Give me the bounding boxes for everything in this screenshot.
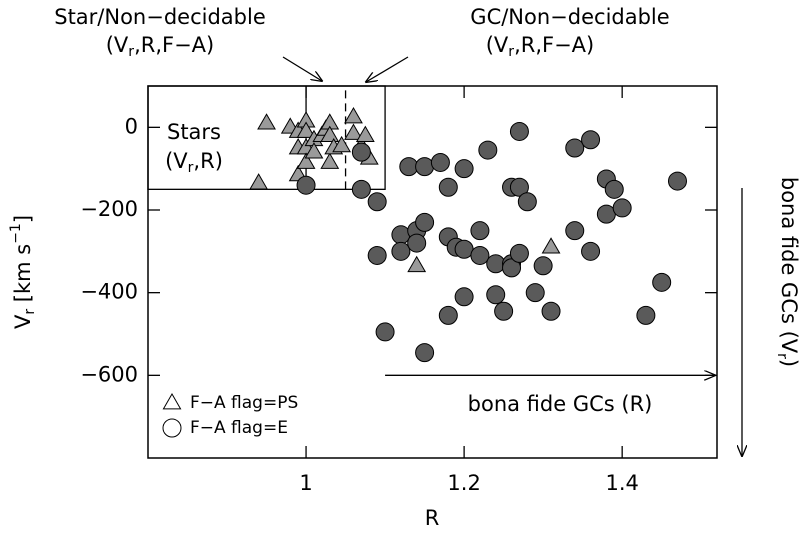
x-tick-label: 1.4 (605, 471, 638, 495)
point (296, 175, 316, 195)
legend-label: F−A flag=E (190, 418, 288, 438)
annotation: bona fide GCs (Vr) (774, 177, 801, 367)
x-tick-label: 1 (299, 471, 312, 495)
point (509, 177, 529, 197)
y-axis-label-part: −1 (8, 223, 24, 244)
point (332, 135, 352, 153)
point (525, 283, 545, 303)
annotation-part: (V (486, 33, 509, 57)
point (509, 121, 529, 141)
plot-frame (147, 85, 718, 459)
point (355, 125, 375, 142)
point (454, 287, 474, 307)
point (438, 305, 458, 325)
point (249, 173, 269, 190)
point (391, 241, 411, 261)
point (367, 245, 387, 265)
point (581, 130, 601, 150)
annotation: (Vr,R,F−A) (486, 33, 595, 60)
point (667, 171, 687, 191)
point (565, 221, 585, 241)
point (375, 322, 395, 342)
annotation-part: (V (165, 149, 188, 173)
annotation-part: ,R) (193, 149, 222, 173)
point (430, 152, 450, 172)
x-tick-label: 1.2 (447, 471, 480, 495)
y-tick-label: −200 (80, 197, 138, 221)
point (486, 254, 506, 274)
point (517, 192, 537, 212)
point (351, 179, 371, 199)
point (470, 245, 490, 265)
annotation: GC/Non−decidable (470, 5, 669, 29)
point (407, 255, 427, 273)
point (509, 243, 529, 263)
y-axis-label-part: r (22, 309, 38, 315)
x-axis-label: R (425, 506, 440, 530)
point (494, 301, 514, 321)
point (502, 258, 522, 278)
point (533, 256, 553, 276)
point (565, 138, 585, 158)
point (470, 221, 490, 241)
y-axis-label-part: ] (11, 215, 35, 223)
point (415, 157, 435, 177)
point (415, 343, 435, 363)
annotation-arrow (366, 56, 409, 82)
point (320, 152, 340, 169)
point (296, 121, 316, 138)
point (399, 157, 419, 177)
point (304, 142, 324, 159)
point (652, 272, 672, 292)
annotation: (Vr,R,F−A) (106, 33, 215, 60)
annotation-part: ,R,F−A) (514, 33, 594, 57)
y-tick-label: −400 (80, 280, 138, 304)
point (636, 305, 656, 325)
point (612, 198, 632, 218)
point (415, 212, 435, 232)
y-axis-label: Vr [km s−1] (8, 215, 38, 329)
point (486, 285, 506, 305)
point (454, 159, 474, 179)
annotation-part: (V (106, 33, 129, 57)
annotation-part: ) (777, 359, 801, 367)
annotation-part: r (774, 353, 790, 359)
annotation: Stars (167, 120, 221, 144)
point (391, 225, 411, 245)
legend-marker (162, 392, 182, 410)
point (407, 233, 427, 253)
annotation: (Vr,R) (165, 149, 223, 176)
point (581, 241, 601, 261)
annotation: Star/Non−decidable (54, 5, 266, 29)
point (351, 142, 371, 162)
y-tick-label: 0 (125, 114, 138, 138)
point (454, 239, 474, 259)
point (478, 140, 498, 160)
point (541, 237, 561, 254)
point (257, 113, 276, 130)
point (344, 106, 363, 124)
point (344, 123, 363, 140)
annotation-part: r (188, 160, 194, 176)
legend-label: F−A flag=PS (190, 393, 298, 413)
annotation-part: ,R,F−A) (134, 33, 214, 57)
y-axis-label-part: [km s (11, 244, 35, 309)
annotation-part: r (128, 44, 134, 60)
point (541, 301, 561, 321)
point (320, 125, 340, 142)
legend-marker (162, 418, 182, 438)
y-axis-label-part: V (11, 314, 35, 329)
point (438, 177, 458, 197)
annotation-part: r (508, 44, 514, 60)
point (367, 192, 387, 212)
annotation-part: bona fide GCs (V (777, 177, 801, 354)
y-tick-label: −600 (80, 362, 138, 386)
point (296, 152, 316, 169)
point (604, 179, 624, 199)
point (596, 204, 616, 224)
annotation: bona fide GCs (R) (468, 392, 653, 416)
annotation-arrow (282, 56, 322, 81)
